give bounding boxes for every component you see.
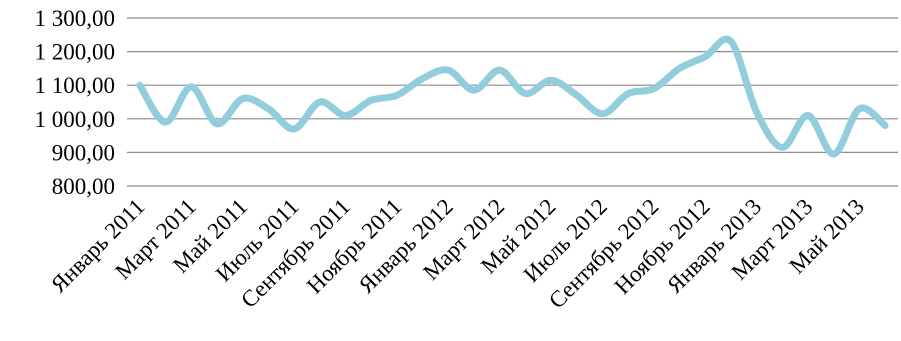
series-line-0 — [136, 35, 889, 158]
y-tick-label: 1 100,00 — [35, 73, 116, 98]
series-layer — [136, 35, 889, 158]
grid-layer — [127, 17, 898, 187]
y-tick-label: 1 300,00 — [35, 6, 116, 31]
y-tick-label: 900,00 — [52, 140, 115, 165]
y-tick-label: 800,00 — [52, 174, 115, 199]
y-tick-label: 1 000,00 — [35, 107, 116, 132]
y-tick-label: 1 200,00 — [35, 40, 116, 65]
y-axis-tick-labels: 800,00 900,00 1 000,00 1 100,00 1 200,00 1 30… — [35, 6, 116, 199]
